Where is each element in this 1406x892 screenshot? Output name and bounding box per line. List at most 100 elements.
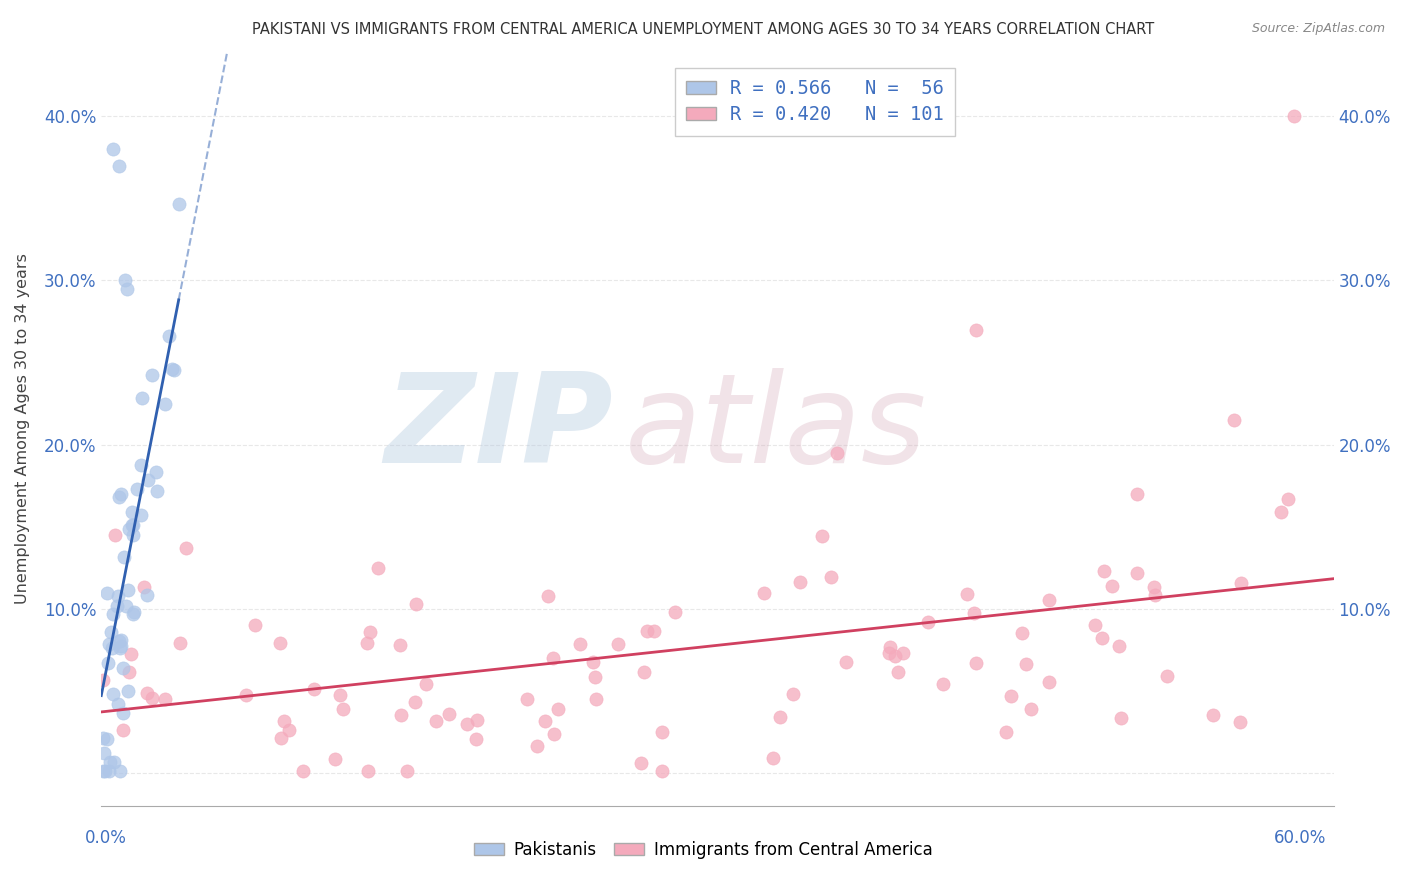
Point xyxy=(1270,505,1292,519)
Point xyxy=(1101,579,1123,593)
Point xyxy=(995,725,1018,739)
Point xyxy=(585,692,607,706)
Point xyxy=(107,697,129,711)
Point xyxy=(141,690,163,705)
Point xyxy=(1156,669,1178,683)
Point xyxy=(97,637,120,651)
Point xyxy=(91,764,114,779)
Point xyxy=(122,517,145,532)
Point xyxy=(1011,625,1033,640)
Point xyxy=(367,561,389,575)
Point xyxy=(98,756,121,770)
Point xyxy=(630,756,652,770)
Point xyxy=(291,764,314,779)
Point xyxy=(96,586,118,600)
Point xyxy=(1143,588,1166,602)
Point xyxy=(167,197,190,211)
Point xyxy=(122,528,145,542)
Legend: Pakistanis, Immigrants from Central America: Pakistanis, Immigrants from Central Amer… xyxy=(467,835,939,866)
Point xyxy=(114,273,136,287)
Point xyxy=(1109,711,1132,725)
Point xyxy=(877,646,900,660)
Point xyxy=(465,714,488,728)
Point xyxy=(304,681,326,696)
Point xyxy=(1000,689,1022,703)
Point xyxy=(1229,714,1251,729)
Text: 0.0%: 0.0% xyxy=(84,829,127,847)
Point xyxy=(136,473,159,487)
Point xyxy=(769,710,792,724)
Point xyxy=(125,483,148,497)
Point xyxy=(145,465,167,479)
Point xyxy=(437,707,460,722)
Point xyxy=(582,656,605,670)
Point xyxy=(115,282,138,296)
Point xyxy=(107,633,129,648)
Point xyxy=(583,670,606,684)
Point xyxy=(651,725,673,739)
Point xyxy=(235,688,257,702)
Point xyxy=(643,624,665,639)
Point xyxy=(664,605,686,619)
Point xyxy=(136,686,159,700)
Point xyxy=(278,723,301,738)
Point xyxy=(269,636,291,650)
Point xyxy=(464,732,486,747)
Point xyxy=(111,661,134,675)
Point xyxy=(651,764,673,779)
Point xyxy=(107,589,129,603)
Point xyxy=(884,648,907,663)
Point xyxy=(157,329,180,343)
Point xyxy=(273,714,295,728)
Point xyxy=(956,587,979,601)
Point xyxy=(415,677,437,691)
Point xyxy=(141,368,163,383)
Point xyxy=(1230,575,1253,590)
Point xyxy=(110,640,132,655)
Point xyxy=(323,752,346,766)
Point xyxy=(389,707,412,722)
Point xyxy=(811,529,834,543)
Point xyxy=(359,624,381,639)
Text: 60.0%: 60.0% xyxy=(1274,829,1327,847)
Point xyxy=(101,687,124,701)
Point xyxy=(1125,487,1147,501)
Point xyxy=(94,764,117,779)
Point xyxy=(243,618,266,632)
Point xyxy=(534,714,557,729)
Point xyxy=(543,651,565,665)
Text: atlas: atlas xyxy=(626,368,927,489)
Point xyxy=(425,714,447,728)
Point xyxy=(516,691,538,706)
Legend: R = 0.566   N =  56, R = 0.420   N = 101: R = 0.566 N = 56, R = 0.420 N = 101 xyxy=(675,68,955,136)
Point xyxy=(105,599,128,613)
Y-axis label: Unemployment Among Ages 30 to 34 years: Unemployment Among Ages 30 to 34 years xyxy=(15,252,30,604)
Point xyxy=(1038,592,1060,607)
Point xyxy=(120,647,142,661)
Point xyxy=(789,575,811,590)
Point xyxy=(396,764,419,779)
Point xyxy=(1015,657,1038,672)
Point xyxy=(155,691,177,706)
Point xyxy=(963,607,986,621)
Point xyxy=(155,397,177,411)
Point xyxy=(96,656,118,670)
Point xyxy=(1201,708,1223,723)
Point xyxy=(332,701,354,715)
Point xyxy=(356,764,378,779)
Point xyxy=(405,597,427,611)
Point xyxy=(121,505,143,519)
Point xyxy=(1038,674,1060,689)
Point xyxy=(110,632,132,647)
Point xyxy=(129,458,152,472)
Point xyxy=(100,625,122,640)
Point xyxy=(110,639,132,653)
Point xyxy=(636,624,658,638)
Point xyxy=(96,732,118,747)
Point xyxy=(169,636,191,650)
Point xyxy=(1125,566,1147,580)
Point xyxy=(356,636,378,650)
Text: PAKISTANI VS IMMIGRANTS FROM CENTRAL AMERICA UNEMPLOYMENT AMONG AGES 30 TO 34 YE: PAKISTANI VS IMMIGRANTS FROM CENTRAL AME… xyxy=(252,22,1154,37)
Point xyxy=(1021,702,1043,716)
Point xyxy=(160,362,183,376)
